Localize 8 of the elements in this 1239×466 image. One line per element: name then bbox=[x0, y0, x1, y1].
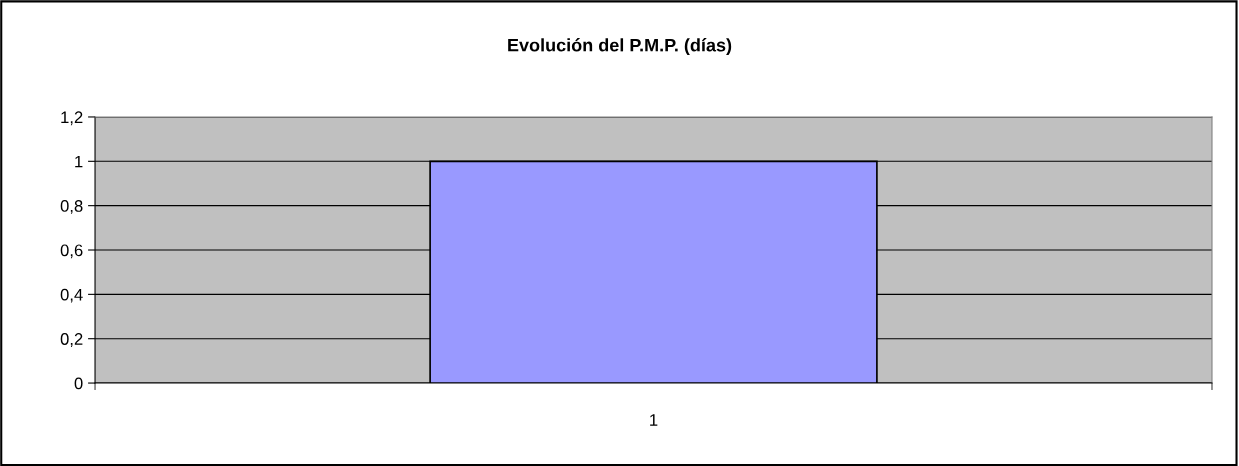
y-tick-label: 0 bbox=[74, 377, 83, 390]
y-tick-label: 1 bbox=[75, 155, 83, 168]
y-tick-label: 0,2 bbox=[60, 333, 83, 347]
y-tick-label: 1,2 bbox=[61, 111, 83, 126]
y-tick-label: 0,4 bbox=[60, 288, 83, 303]
y-tick-label: 0,8 bbox=[60, 200, 83, 214]
y-tick-label: 0,6 bbox=[60, 244, 83, 259]
chart-title: Evolución del P.M.P. (días) bbox=[508, 38, 732, 56]
